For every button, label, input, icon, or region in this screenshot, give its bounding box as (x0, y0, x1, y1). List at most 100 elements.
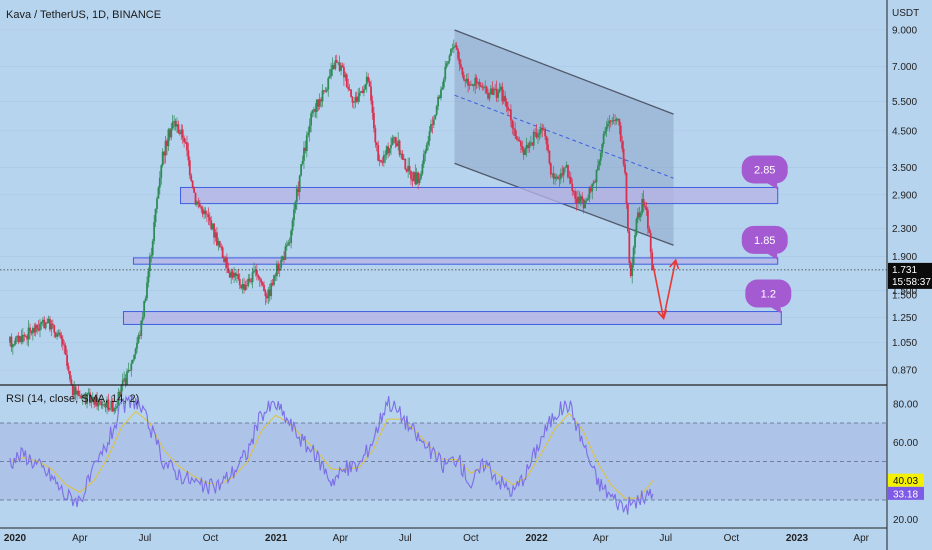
candle (522, 146, 525, 160)
candle (63, 340, 66, 354)
candle (341, 62, 344, 68)
candle (268, 283, 271, 302)
candle (111, 397, 114, 413)
candle (388, 148, 391, 157)
rsi-tick-label: 80.00 (893, 399, 918, 410)
support-zones[interactable] (122, 186, 782, 325)
candle (21, 327, 24, 345)
candle (140, 320, 143, 340)
candle (548, 150, 551, 166)
candle (430, 119, 432, 133)
candle (177, 120, 180, 134)
candle (628, 228, 631, 269)
candle (565, 161, 568, 168)
candle (384, 150, 387, 164)
candle (231, 268, 234, 280)
candle (482, 84, 485, 91)
candle (622, 140, 625, 167)
candle (611, 116, 614, 126)
time-axis[interactable]: 2020 Apr Jul Oct 2021 Apr Jul Oct 2022 Apr Jul Oct 2… (4, 533, 870, 544)
candle (151, 238, 154, 259)
candle (158, 171, 161, 195)
candle (401, 150, 404, 160)
candle (337, 61, 340, 66)
candle (614, 114, 616, 126)
candle (136, 337, 138, 354)
candle (422, 149, 425, 168)
candle (595, 169, 598, 191)
candle (273, 274, 275, 287)
candle (93, 396, 96, 409)
candle (378, 154, 381, 167)
candle (200, 205, 203, 213)
candle (39, 318, 41, 338)
candle (116, 399, 118, 412)
candle (173, 115, 176, 131)
candle (598, 159, 601, 171)
candle (174, 118, 177, 131)
candle (20, 329, 23, 345)
candle (221, 245, 224, 259)
rsi-axis[interactable]: 80.00 60.00 20.00 (893, 399, 918, 526)
channel-upper-line[interactable] (454, 29, 674, 115)
time-tick-label: 2023 (786, 533, 809, 544)
candle (247, 274, 250, 288)
candle (438, 94, 441, 100)
zone-1.2[interactable] (122, 311, 782, 325)
zone-callouts[interactable]: 2.85 1.85 1.2 (741, 155, 792, 314)
candle (237, 268, 240, 281)
candle (203, 206, 205, 219)
candle (579, 193, 582, 207)
candle (474, 73, 477, 94)
candle (348, 83, 351, 91)
callout-label: 2.85 (754, 164, 775, 176)
candle (99, 395, 101, 405)
candle (597, 159, 599, 172)
callout-1.2[interactable]: 1.2 (745, 279, 792, 314)
candle (133, 354, 136, 362)
candle (604, 127, 606, 136)
candle (224, 255, 227, 269)
candle (164, 135, 167, 164)
candle (395, 137, 398, 148)
candle (398, 139, 401, 158)
price-pane[interactable]: 2.85 1.85 1.2 Kava / TetherUS, 1D, BINANCE (0, 9, 887, 415)
candle (91, 392, 94, 403)
zone-2.85[interactable] (180, 186, 779, 205)
candle (467, 72, 469, 93)
candle (334, 55, 337, 71)
rsi-current-value: 33.18 (893, 489, 918, 500)
candle (532, 129, 535, 150)
candle (163, 151, 166, 164)
candle (599, 150, 602, 166)
rsi-tick-label: 20.00 (893, 515, 918, 526)
currency-label: USDT (892, 8, 919, 19)
price-axis[interactable]: 9.000 7.000 5.500 4.500 3.500 2.900 2.300 1.900… (892, 26, 917, 377)
candle (374, 124, 377, 148)
zone-1.85[interactable] (132, 257, 779, 265)
rsi-pane[interactable]: RSI (14, close, SMA, 14, 2) (0, 393, 887, 515)
candle (226, 253, 228, 274)
candle (257, 274, 260, 281)
candle (441, 81, 444, 91)
callout-2.85[interactable]: 2.85 (741, 155, 788, 190)
candle (9, 336, 11, 347)
candle (17, 332, 20, 345)
arrow-head-up (669, 258, 680, 270)
candle (343, 63, 345, 86)
candle (455, 42, 458, 51)
callout-label: 1.85 (754, 235, 775, 247)
callout-1.85[interactable]: 1.85 (741, 225, 788, 260)
candle (639, 210, 642, 222)
candle (462, 71, 465, 82)
candle (31, 326, 34, 341)
time-tick-label: 2022 (525, 533, 548, 544)
candle (327, 76, 330, 97)
candle (245, 279, 248, 290)
candle (71, 383, 74, 400)
candle (367, 73, 370, 83)
candle (626, 202, 629, 234)
candle (551, 173, 554, 178)
candle (387, 142, 390, 158)
